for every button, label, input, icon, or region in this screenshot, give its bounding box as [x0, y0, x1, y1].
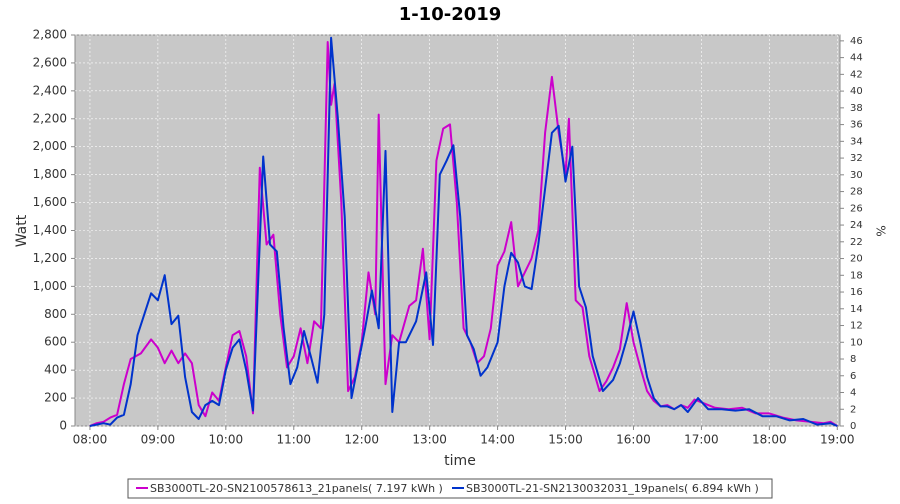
y2-tick-label: 10 — [850, 337, 863, 348]
y2-tick-label: 12 — [850, 321, 863, 332]
y-tick-label: 1,800 — [33, 167, 67, 181]
y2-tick-label: 4 — [850, 388, 856, 399]
y-axis-label: Watt — [14, 214, 30, 247]
y2-tick-label: 28 — [850, 187, 863, 198]
y-tick-label: 0 — [59, 419, 67, 433]
y2-tick-label: 46 — [850, 36, 863, 47]
y-tick-label: 200 — [44, 391, 67, 405]
y-tick-label: 2,600 — [33, 55, 67, 69]
y2-tick-label: 32 — [850, 153, 863, 164]
y2-tick-label: 30 — [850, 170, 863, 181]
y2-tick-label: 42 — [850, 69, 863, 80]
y2-tick-label: 18 — [850, 270, 863, 281]
series-line — [89, 36, 838, 427]
y2-tick-label: 34 — [850, 136, 863, 147]
x-tick-label: 09:00 — [141, 433, 176, 447]
y-tick-label: 400 — [44, 363, 67, 377]
y-tick-label: 2,200 — [33, 111, 67, 125]
y-tick-label: 1,200 — [33, 251, 67, 265]
y-tick-label: 800 — [44, 307, 67, 321]
y2-tick-label: 44 — [850, 53, 863, 64]
y2-tick-label: 26 — [850, 203, 863, 214]
legend — [127, 478, 773, 499]
y2-tick-label: 14 — [850, 304, 863, 315]
x-tick-label: 12:00 — [344, 433, 379, 447]
y-tick-label: 1,600 — [33, 195, 67, 209]
x-tick-label: 08:00 — [73, 433, 108, 447]
y-tick-label: 2,000 — [33, 139, 67, 153]
y2-tick-label: 36 — [850, 120, 863, 131]
x-tick-label: 18:00 — [752, 433, 787, 447]
x-tick-label: 14:00 — [480, 433, 515, 447]
y-tick-label: 2,800 — [33, 28, 67, 42]
x-tick-label: 11:00 — [276, 433, 311, 447]
x-tick-label: 16:00 — [616, 433, 651, 447]
y2-tick-label: 40 — [850, 86, 863, 97]
y2-tick-label: 2 — [850, 404, 856, 415]
y2-tick-label: 0 — [850, 421, 856, 432]
x-tick-label: 17:00 — [684, 433, 719, 447]
y-tick-label: 600 — [44, 335, 67, 349]
x-tick-label: 13:00 — [412, 433, 447, 447]
y2-axis-label: % — [874, 225, 888, 236]
x-tick-label: 10:00 — [209, 433, 244, 447]
y-tick-label: 2,400 — [33, 83, 67, 97]
legend-label: SB3000TL-20-SN2100578613_21panels( 7.197… — [150, 482, 443, 495]
x-axis-label: time — [444, 453, 476, 469]
y-tick-label: 1,000 — [33, 279, 67, 293]
legend-label: SB3000TL-21-SN2130032031_19panels( 6.894… — [466, 482, 759, 495]
y2-tick-label: 6 — [850, 371, 856, 382]
series-line — [89, 41, 838, 427]
y2-tick-label: 24 — [850, 220, 863, 231]
y2-tick-label: 22 — [850, 237, 863, 248]
y2-tick-label: 16 — [850, 287, 863, 298]
x-tick-label: 15:00 — [548, 433, 583, 447]
y2-tick-label: 8 — [850, 354, 856, 365]
y2-tick-label: 38 — [850, 103, 863, 114]
y-tick-label: 1,400 — [33, 223, 67, 237]
chart-title: 1-10-2019 — [399, 4, 502, 25]
x-tick-label: 19:00 — [820, 433, 855, 447]
y2-tick-label: 20 — [850, 254, 863, 265]
